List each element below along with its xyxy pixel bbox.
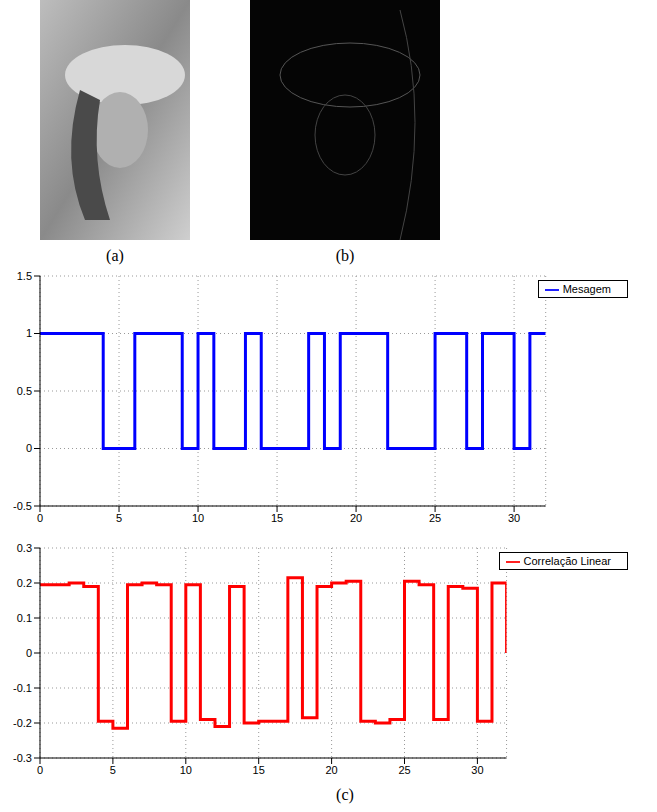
svg-text:30: 30 [508,512,520,524]
svg-text:25: 25 [429,512,441,524]
html-text:Mesagem: Mesagem [562,283,611,295]
svg-text:-0.2: -0.2 [13,717,32,729]
svg-text:5: 5 [116,512,122,524]
svg-text:0.5: 0.5 [17,385,32,397]
svg-text:20: 20 [325,764,337,776]
svg-text:5: 5 [110,764,116,776]
svg-text:0.3: 0.3 [17,542,32,554]
svg-text:15: 15 [253,764,265,776]
svg-text:0.1: 0.1 [17,612,32,624]
svg-text:0: 0 [26,647,32,659]
html-text:(b): (b) [335,247,355,264]
html-text:Correlação Linear: Correlação Linear [523,555,611,567]
svg-text:0: 0 [37,764,43,776]
html-text:(c): (c) [336,786,354,803]
svg-text:0.2: 0.2 [17,577,32,589]
svg-text:15: 15 [271,512,283,524]
svg-text:10: 10 [180,764,192,776]
html-text:(a): (a) [106,247,124,264]
svg-text:0: 0 [26,442,32,454]
svg-text:1.5: 1.5 [17,270,32,282]
svg-text:-0.3: -0.3 [13,752,32,764]
svg-text:1: 1 [26,327,32,339]
svg-text:-0.5: -0.5 [13,500,32,512]
svg-text:20: 20 [350,512,362,524]
svg-text:25: 25 [398,764,410,776]
svg-text:10: 10 [192,512,204,524]
svg-text:-0.1: -0.1 [13,682,32,694]
svg-text:0: 0 [37,512,43,524]
svg-text:30: 30 [471,764,483,776]
